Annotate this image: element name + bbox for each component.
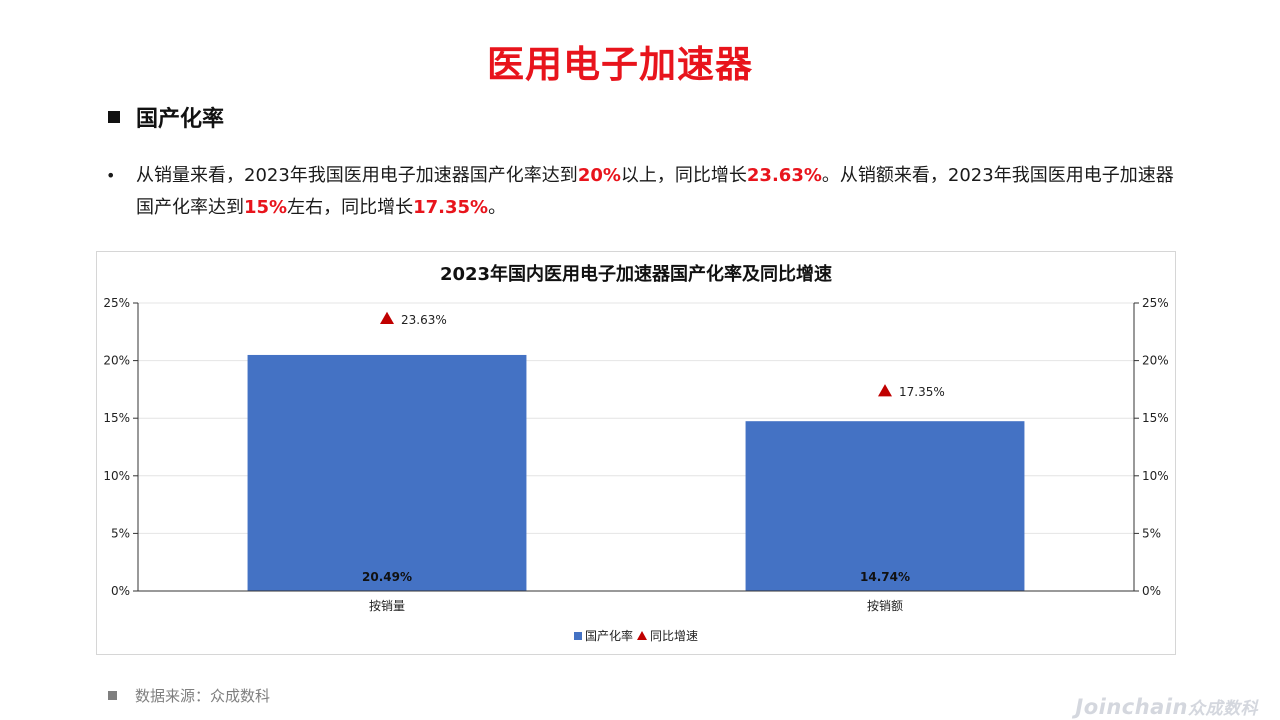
legend-swatch-icon [573, 631, 582, 640]
watermark-logo: Joinchain众成数科 [1075, 694, 1258, 719]
x-tick-label: 按销额 [867, 599, 903, 613]
bar [745, 421, 1025, 591]
marker-point [878, 384, 892, 397]
triangle-marker-icon [637, 631, 647, 640]
watermark-brand: Joinchain [1075, 695, 1188, 719]
y2-tick-label: 20% [1142, 354, 1169, 368]
section-heading: 国产化率 [108, 101, 224, 133]
summary-highlight: 15% [244, 197, 288, 218]
chart-legend: 国产化率 同比增速 [96, 627, 1176, 644]
bar [247, 354, 527, 591]
y-tick-label: 10% [103, 469, 130, 483]
y2-tick-label: 0% [1142, 584, 1161, 598]
y2-tick-label: 25% [1142, 296, 1169, 310]
summary-part: 从销量来看，2023年我国医用电子加速器国产化率达到 [136, 165, 578, 186]
summary-part: 。 [488, 197, 507, 218]
y-tick-label: 0% [111, 584, 130, 598]
summary-text: 从销量来看，2023年我国医用电子加速器国产化率达到20%以上，同比增长23.6… [136, 160, 1176, 224]
section-heading-text: 国产化率 [136, 107, 225, 132]
summary-part: 以上，同比增长 [620, 165, 747, 186]
summary-highlight: 23.63% [746, 165, 822, 186]
y2-tick-label: 10% [1142, 469, 1169, 483]
square-bullet-icon [108, 691, 117, 700]
legend-label: 国产化率 [584, 629, 633, 643]
marker-value-label: 23.63% [401, 313, 447, 327]
y-tick-label: 20% [103, 354, 130, 368]
y2-tick-label: 5% [1142, 526, 1161, 540]
page-title: 医用电子加速器 [487, 43, 753, 86]
bullet-icon: • [106, 166, 116, 185]
footer-source: 数据来源：众成数科 [108, 685, 270, 706]
summary-part: 左右，同比增长 [287, 197, 414, 218]
y2-tick-label: 15% [1142, 411, 1169, 425]
y-tick-label: 25% [103, 296, 130, 310]
legend-item-bar: 国产化率 [573, 627, 633, 644]
summary-paragraph: • 从销量来看，2023年我国医用电子加速器国产化率达到20%以上，同比增长23… [106, 160, 1176, 224]
x-tick-label: 按销量 [369, 599, 405, 613]
summary-part: 。从销额来看，2023年我国医用电子加速器国产化率达到 [136, 165, 1174, 218]
y-tick-label: 15% [103, 411, 130, 425]
bar-value-label: 20.49% [362, 570, 412, 584]
bar-value-label: 14.74% [860, 570, 910, 584]
summary-highlight: 17.35% [413, 197, 489, 218]
summary-highlight: 20% [577, 165, 621, 186]
legend-label: 同比增速 [650, 629, 699, 643]
square-bullet-icon [108, 111, 120, 123]
chart-title: 2023年国内医用电子加速器国产化率及同比增速 [439, 264, 833, 285]
legend-item-marker: 同比增速 [637, 627, 698, 644]
marker-value-label: 17.35% [899, 385, 945, 399]
marker-point [380, 311, 394, 325]
source-text: 数据来源：众成数科 [135, 687, 271, 705]
watermark-cn: 众成数科 [1188, 699, 1258, 719]
y-tick-label: 5% [111, 526, 130, 540]
